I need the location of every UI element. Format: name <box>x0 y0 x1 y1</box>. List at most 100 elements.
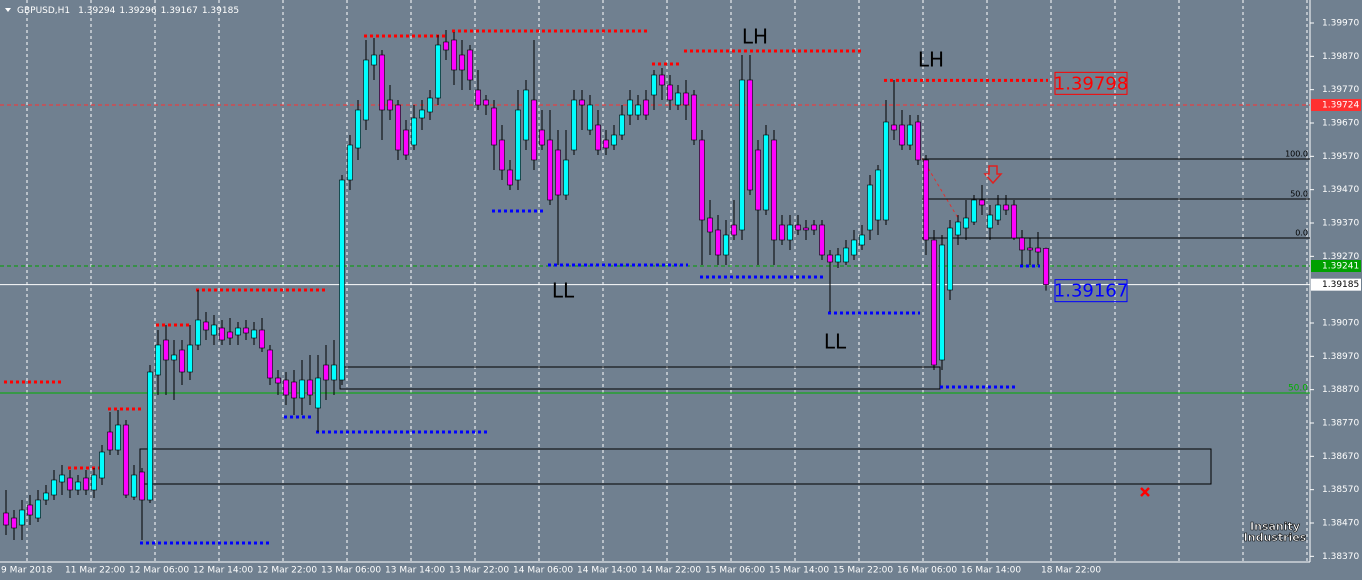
candle-body <box>243 327 249 334</box>
x-tick-label: 14 Mar 14:00 <box>577 566 637 576</box>
candle-body <box>563 159 569 196</box>
candle-body <box>539 129 545 146</box>
cross-mark <box>1140 487 1150 497</box>
candle-body <box>891 124 897 131</box>
x-tick-label: 14 Mar 22:00 <box>641 566 701 576</box>
logo-text: Industries <box>1244 531 1307 544</box>
y-tick-label: 1.39270 <box>1322 252 1359 262</box>
candle-body <box>683 92 689 106</box>
candle-body <box>1011 204 1017 239</box>
candle-body <box>395 104 401 151</box>
line-price-box <box>1311 260 1361 272</box>
candle-body <box>419 109 425 119</box>
candle-body <box>851 239 857 256</box>
candle-body <box>763 134 769 211</box>
x-tick-label: 13 Mar 22:00 <box>449 566 509 576</box>
candle-body <box>603 139 609 149</box>
candle-body <box>251 329 257 339</box>
candle-body <box>955 221 961 236</box>
candle-body <box>123 424 129 496</box>
candle-body <box>179 349 185 373</box>
candle-body <box>803 227 809 231</box>
candle-body <box>1019 237 1025 251</box>
candle-body <box>83 477 89 491</box>
candle-body <box>1027 247 1033 251</box>
candle-body <box>707 217 713 233</box>
candle-body <box>115 424 121 451</box>
candle-body <box>211 324 217 336</box>
candle-body <box>899 124 905 146</box>
x-tick-label: 14 Mar 06:00 <box>513 566 573 576</box>
candle-body <box>747 79 753 191</box>
candle-body <box>819 224 825 256</box>
candle-body <box>155 344 161 376</box>
candle-body <box>51 479 57 496</box>
candle-body <box>715 229 721 256</box>
candle-body <box>595 124 601 151</box>
x-tick-label: 16 Mar 14:00 <box>961 566 1021 576</box>
candle-body <box>579 99 585 106</box>
candle-body <box>643 99 649 116</box>
candle-body <box>811 224 817 231</box>
candle-body <box>651 74 657 96</box>
chart-title: GBPUSD,H1 1.39294 1.39296 1.39167 1.39185 <box>17 6 239 16</box>
candle-body <box>779 224 785 241</box>
candle-body <box>99 451 105 479</box>
candle-body <box>1043 248 1049 285</box>
candle-body <box>507 169 513 186</box>
candle-body <box>987 214 993 229</box>
candle-body <box>555 149 561 196</box>
x-tick-label: 15 Mar 22:00 <box>833 566 893 576</box>
y-tick-label: 1.38970 <box>1322 352 1359 362</box>
candle-body <box>675 92 681 106</box>
candle-body <box>355 109 361 149</box>
y-tick-label: 1.39770 <box>1322 85 1359 95</box>
x-tick-label: 15 Mar 14:00 <box>769 566 829 576</box>
annotation: LH <box>742 25 768 49</box>
candle-body <box>403 129 409 156</box>
candle-body <box>379 54 385 111</box>
candle-body <box>43 492 49 501</box>
zone <box>139 448 1212 485</box>
candle-body <box>979 199 985 206</box>
y-tick-label: 1.39670 <box>1322 119 1359 129</box>
candle-body <box>75 481 81 491</box>
candle-body <box>619 114 625 136</box>
title-open: 1.39294 <box>78 6 115 16</box>
candle-body <box>627 99 633 116</box>
candle-body <box>299 379 305 399</box>
candle-body <box>163 339 169 361</box>
candle-body <box>259 329 265 349</box>
resistance-price-box <box>1054 71 1128 95</box>
candle-body <box>667 84 673 101</box>
candle-body <box>435 44 441 99</box>
candle-body <box>995 204 1001 221</box>
candle-body <box>371 54 377 66</box>
candle-body <box>827 254 833 263</box>
current-price-box <box>1311 278 1361 291</box>
candle-body <box>931 239 937 366</box>
candle-body <box>867 184 873 231</box>
candle-body <box>147 371 153 501</box>
candle-body <box>523 89 529 141</box>
candle-body <box>347 144 353 181</box>
candle-body <box>571 99 577 151</box>
candle-body <box>27 504 33 516</box>
candle-body <box>483 99 489 106</box>
candle-body <box>195 319 201 346</box>
menu-triangle[interactable] <box>5 8 11 12</box>
x-tick-label: 12 Mar 22:00 <box>257 566 317 576</box>
y-tick-label: 1.38870 <box>1322 385 1359 395</box>
y-tick-label: 1.38570 <box>1322 485 1359 495</box>
fibo-extra-label: 50.0 <box>1288 384 1308 394</box>
title-low: 1.39167 <box>161 6 198 16</box>
candle-body <box>691 94 697 141</box>
y-tick-label: 1.39870 <box>1322 52 1359 62</box>
fibo-label: 50.0 <box>1290 190 1308 199</box>
candle-body <box>187 344 193 373</box>
candle-body <box>59 474 65 483</box>
candle-body <box>515 109 521 181</box>
candle-body <box>323 364 329 381</box>
candle-body <box>915 121 921 161</box>
